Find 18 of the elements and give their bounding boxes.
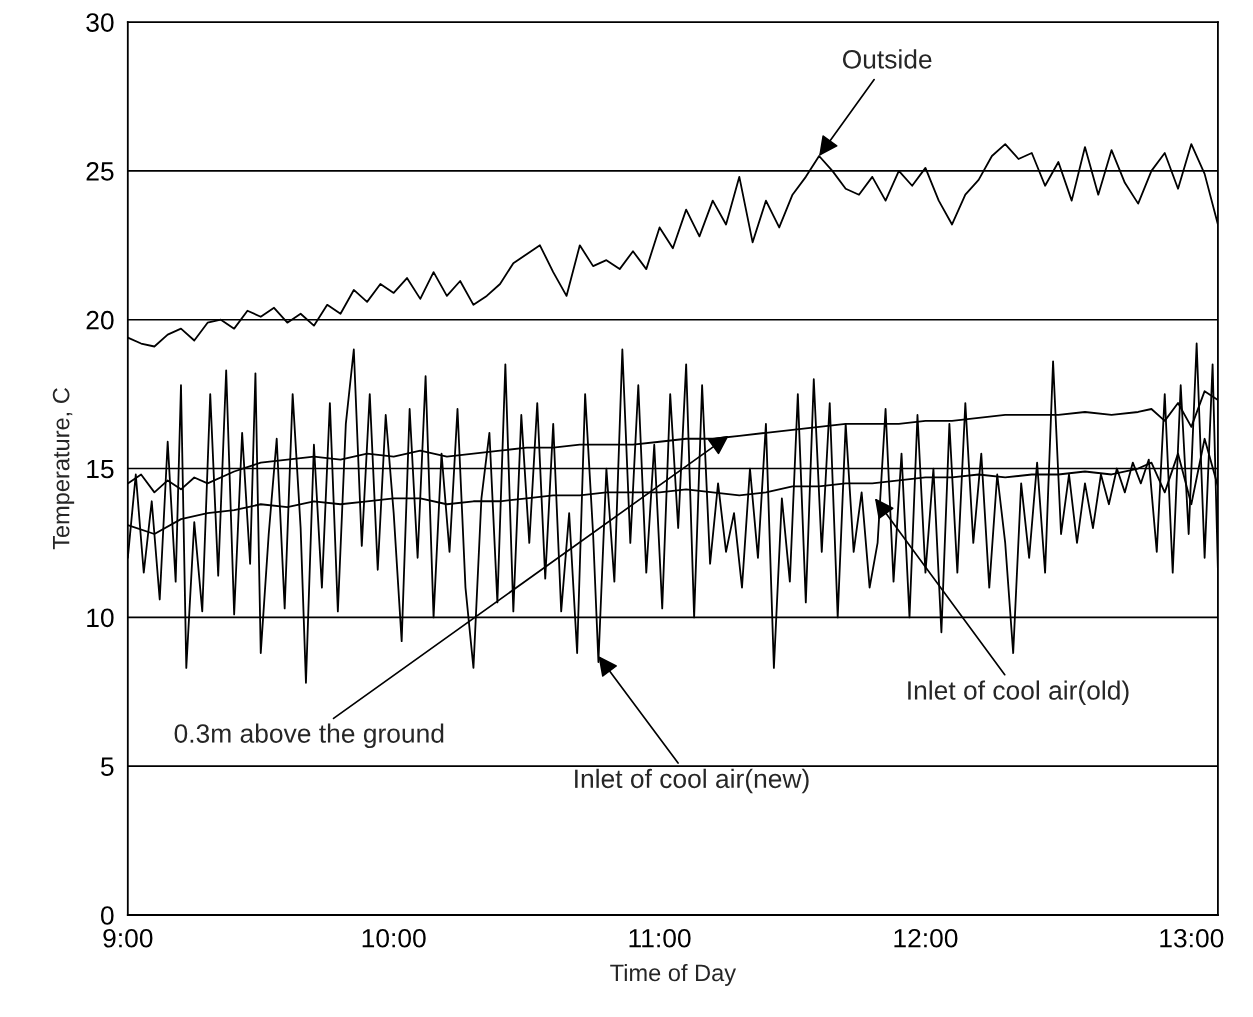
x-tick-label: 11:00 (629, 928, 691, 948)
y-tick-label: 30 (86, 13, 114, 32)
x-tick-label: 12:00 (894, 928, 958, 948)
x-tick-label: 9:00 (103, 928, 153, 948)
y-axis-title: Temperature, C (52, 388, 75, 550)
y-tick-label: 20 (86, 310, 114, 330)
annotation: 0.3m above the ground (174, 723, 444, 749)
y-tick-label: 25 (86, 162, 114, 181)
annotation: Inlet of cool air(old) (908, 680, 1129, 706)
y-tick-label: 15 (87, 459, 114, 479)
y-tick-label: 10 (87, 608, 114, 628)
annotation: Inlet of cool air(new) (575, 768, 809, 794)
y-tick-label: 5 (100, 757, 114, 776)
x-axis-title: Time of Day (610, 963, 737, 986)
x-tick-label: 10:00 (362, 928, 426, 948)
y-tick-label: 0 (100, 906, 114, 925)
x-tick-label: 13:00 (1160, 928, 1224, 948)
annotation: Outside (842, 49, 932, 69)
